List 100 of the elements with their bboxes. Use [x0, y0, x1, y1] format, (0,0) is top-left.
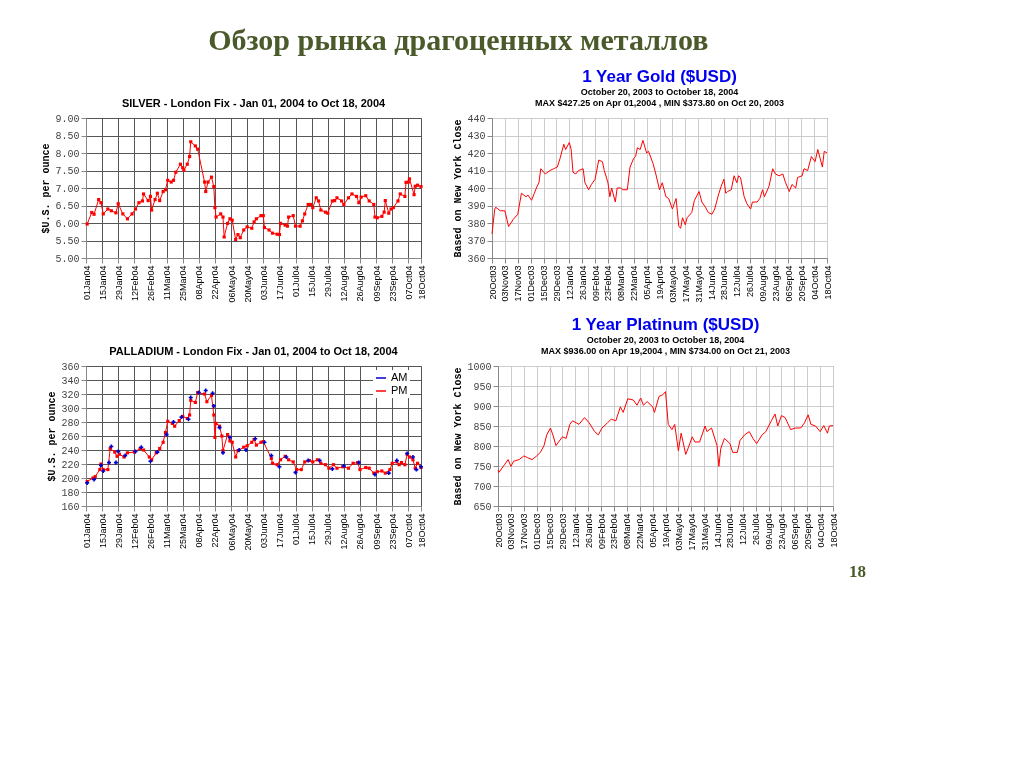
x-tick-label: 01Jan04	[81, 513, 92, 549]
x-tick-label: 06Sep04	[789, 513, 800, 550]
x-tick-label: 15Jul04	[307, 265, 318, 298]
legend-label: PM	[391, 384, 408, 396]
text: MAX $427.25 on Apr 01,2004 , MIN $373.80 on Oct 20, 2003	[535, 98, 784, 108]
chart-title: 1 Year Gold ($USD)	[582, 67, 737, 86]
y-axis-title: $U.S. per ounce	[41, 143, 53, 234]
y-tick-label: 440	[467, 113, 486, 125]
x-tick-label: 03Jun04	[258, 265, 269, 301]
y-tick-label: 700	[473, 481, 492, 493]
x-tick-label: 17May04	[680, 265, 691, 303]
x-tick-label: 03May04	[667, 265, 678, 303]
x-tick-label: 08Mar04	[622, 513, 633, 550]
y-tick-label: 850	[473, 421, 492, 433]
x-tick-label: 20Oct03	[493, 513, 504, 548]
x-tick-label: 03Jun04	[258, 513, 269, 549]
x-tick-label: 15Dec03	[545, 513, 556, 550]
chart-title: PALLADIUM - London Fix - Jan 01, 2004 to Oct 18, 2004	[109, 345, 399, 357]
y-tick-label: 950	[473, 381, 492, 393]
y-tick-label: 410	[467, 166, 486, 177]
y-tick-label: 240	[61, 445, 80, 457]
x-tick-label: 31May04	[693, 265, 704, 303]
x-tick-label: 26Jan04	[583, 513, 594, 549]
x-tick-label: 17Jun04	[274, 513, 285, 549]
y-tick-label: 370	[467, 236, 486, 247]
x-tick-label: 18Oct04	[416, 513, 427, 548]
y-tick-label: 280	[61, 417, 80, 429]
point	[203, 388, 208, 393]
y-tick-label: 430	[467, 131, 486, 142]
x-tick-label: 09Feb04	[596, 513, 607, 550]
x-tick-label: 12Feb04	[129, 513, 140, 550]
point	[107, 460, 112, 465]
x-tick-label: 31May04	[699, 513, 710, 551]
y-tick-label: 800	[473, 441, 492, 453]
x-tick-label: 09Sep04	[371, 265, 382, 302]
x-tick-label: 26Aug04	[355, 265, 366, 302]
y-tick-label: 7.50	[55, 166, 80, 177]
chart-title: SILVER - London Fix - Jan 01, 2004 to Oct 18, 2004	[121, 97, 387, 109]
x-tick-label: 22Apr04	[210, 265, 221, 300]
text: MAX $936.00 on Apr 19,2004 , MIN $734.00 on Oct 21, 2003	[541, 346, 790, 356]
y-tick-label: 360	[61, 361, 80, 373]
x-tick-label: 15Jul04	[307, 513, 318, 546]
x-tick-label: 22Mar04	[635, 513, 646, 550]
x-tick-label: 29Jul04	[323, 513, 334, 546]
y-tick-label: 1000	[467, 361, 492, 373]
x-tick-label: 14Jun04	[706, 265, 717, 301]
x-tick-label: 01Jul04	[291, 513, 302, 546]
x-tick-label: 23Feb04	[609, 513, 620, 550]
y-tick-label: 8.00	[55, 148, 80, 160]
x-tick-label: 11Mar04	[162, 513, 173, 549]
x-tick-label: 03May04	[673, 513, 684, 551]
x-tick-label: 15Dec03	[539, 265, 550, 302]
x-tick-label: 01Dec03	[532, 513, 543, 550]
x-tick-label: 17Jun04	[274, 265, 285, 301]
x-tick-label: 22Mar04	[629, 265, 640, 302]
x-tick-label: 29Dec03	[551, 265, 562, 302]
y-tick-label: 7.00	[55, 183, 80, 195]
y-tick-label: 320	[61, 389, 80, 401]
y-tick-label: 300	[61, 403, 80, 415]
x-tick-label: 09Aug04	[758, 265, 769, 302]
y-tick-label: 200	[61, 473, 80, 485]
x-tick-label: 29Jul04	[323, 265, 334, 298]
x-tick-label: 09Sep04	[371, 513, 382, 550]
x-tick-label: 17Nov03	[513, 265, 524, 302]
y-axis-title: $U.S. per ounce	[47, 391, 59, 482]
x-tick-label: 23Aug04	[770, 265, 781, 302]
x-tick-label: 29Dec03	[557, 513, 568, 550]
x-tick-label: 26Feb04	[145, 513, 156, 550]
x-tick-label: 12Aug04	[339, 265, 350, 302]
x-tick-label: 11Mar04	[162, 265, 173, 301]
x-tick-label: 12Jul04	[732, 265, 743, 298]
x-tick-label: 15Jan04	[97, 513, 108, 549]
x-tick-label: 05Apr04	[648, 513, 659, 548]
y-tick-label: 650	[473, 501, 492, 513]
x-tick-label: 19Apr04	[655, 265, 665, 300]
point	[211, 403, 216, 408]
y-tick-label: 400	[467, 183, 486, 195]
point	[330, 466, 335, 471]
x-tick-label: 09Aug04	[764, 513, 775, 550]
y-axis-title: Based on New York Close	[453, 367, 465, 506]
x-tick-label: 04Oct04	[815, 513, 826, 548]
chart-subtitle: October 20, 2003 to October 18, 2004	[586, 335, 745, 345]
y-tick-label: 160	[61, 501, 80, 513]
y-tick-label: 8.50	[55, 131, 80, 142]
x-tick-label: 01Jan04	[81, 265, 92, 301]
x-tick-label: 23Sep04	[387, 265, 398, 302]
legend-label: AM	[391, 371, 408, 383]
x-tick-label: 25Mar04	[178, 265, 189, 302]
x-tick-label: 01Jul04	[291, 265, 302, 298]
y-tick-label: 420	[467, 148, 486, 160]
x-tick-label: 01Dec03	[526, 265, 537, 302]
y-tick-label: 380	[467, 218, 486, 230]
x-tick-label: 04Oct04	[809, 265, 820, 300]
y-tick-label: 180	[61, 487, 80, 499]
x-tick-label: 06May04	[226, 513, 237, 551]
x-tick-label: 05Apr04	[642, 265, 653, 300]
x-tick-label: 28Jun04	[719, 265, 730, 301]
x-tick-label: 20May04	[242, 513, 253, 551]
x-tick-label: 19Apr04	[661, 513, 671, 548]
y-tick-label: 6.00	[55, 218, 80, 230]
